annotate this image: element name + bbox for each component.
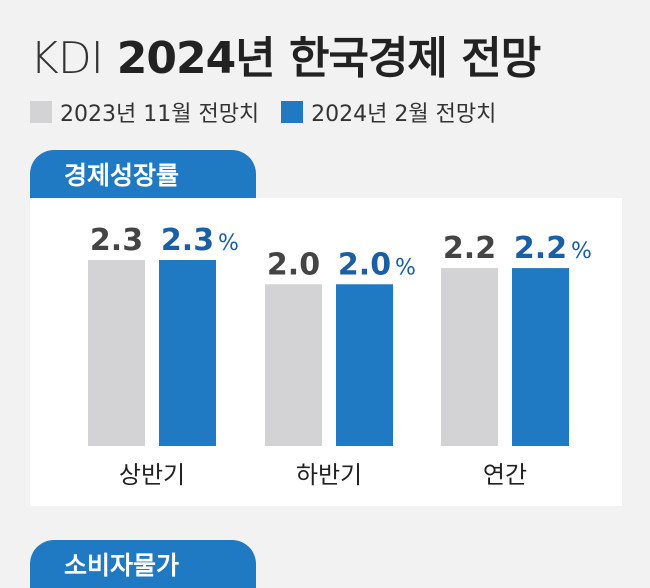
bar-2-1 [512, 268, 569, 446]
unit-label-0: % [218, 231, 239, 256]
category-label-1: 하반기 [296, 461, 362, 489]
chart-panel: 2.3 2.3% 상반기 2.0 2.0% 하반기 2.2 2.2% 연간 [30, 198, 622, 506]
data-label-2-1: 2.2 [514, 231, 567, 266]
data-label-0-0: 2.3 [90, 223, 143, 258]
bar-1-1 [336, 284, 393, 446]
unit-label-1: % [395, 255, 416, 280]
section-tab-growth: 경제성장률 [30, 150, 256, 198]
data-label-2-0: 2.2 [443, 231, 496, 266]
category-label-0: 상반기 [119, 461, 185, 489]
legend-item-prev: 2023년 11월 전망치 [30, 96, 259, 128]
page-title: 2024년 한국경제 전망 [116, 33, 541, 84]
legend-label-new: 2024년 2월 전망치 [311, 102, 497, 127]
legend: 2023년 11월 전망치 2024년 2월 전망치 [30, 96, 518, 128]
legend-label-prev: 2023년 11월 전망치 [60, 102, 260, 127]
org-label: KDI [30, 33, 104, 84]
bar-1-0 [265, 284, 322, 446]
data-label-1-0: 2.0 [267, 247, 320, 282]
bar-chart: 2.3 2.3 % 상반기 2.0 2.0 % 하반기 2.2 2.2 % 연간 [88, 223, 592, 489]
data-label-1-1: 2.0 [338, 247, 391, 282]
unit-label-2: % [571, 239, 592, 264]
data-label-0-1: 2.3 [161, 223, 214, 258]
section-tab-cpi: 소비자물가 [30, 540, 256, 588]
legend-item-new: 2024년 2월 전망치 [281, 96, 496, 128]
chart-title: KDI 2024년 한국경제 전망 [30, 22, 541, 86]
bar-0-0 [88, 260, 145, 446]
bar-0-1 [159, 260, 216, 446]
legend-swatch-prev [30, 101, 52, 123]
category-label-2: 연간 [483, 461, 527, 489]
legend-swatch-new [281, 101, 304, 123]
bar-2-0 [441, 268, 498, 446]
